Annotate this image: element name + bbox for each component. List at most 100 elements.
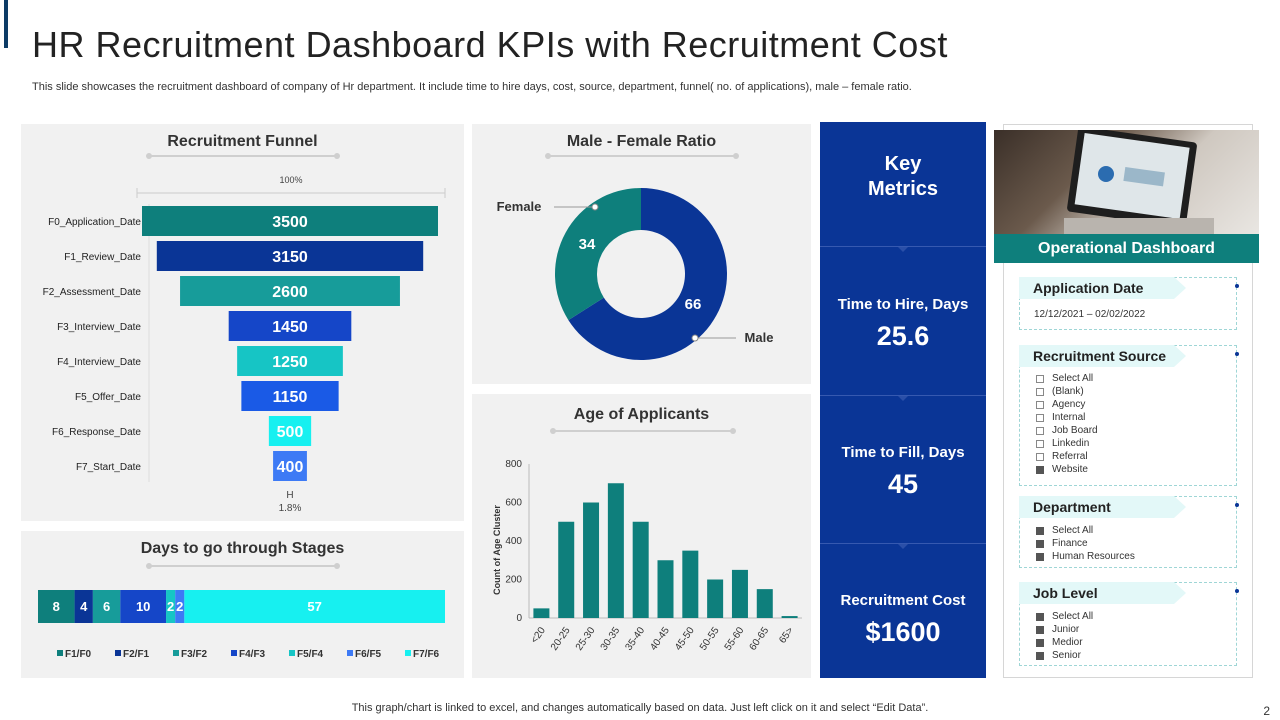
- funnel-bar[interactable]: [156, 241, 424, 271]
- stage-segment-value: 10: [136, 599, 150, 614]
- checkbox-icon[interactable]: [1036, 387, 1044, 396]
- stage-segment-value: 2: [167, 599, 174, 614]
- recruitment-source-option[interactable]: Website: [1036, 463, 1098, 476]
- checkbox-icon[interactable]: [1036, 539, 1044, 548]
- recruitment-source-option[interactable]: Agency: [1036, 398, 1098, 411]
- recruitment-source-option[interactable]: Referral: [1036, 450, 1098, 463]
- age-bar[interactable]: [632, 521, 649, 618]
- recruitment-source-option[interactable]: Select All: [1036, 372, 1098, 385]
- days-stages-title: Days to go through Stages: [140, 540, 345, 557]
- department-option[interactable]: Finance: [1036, 537, 1135, 550]
- metrics-divider: [820, 246, 986, 247]
- application-date-range[interactable]: 12/12/2021 – 02/02/2022: [1034, 309, 1146, 320]
- laptop-illustration: [1064, 130, 1214, 234]
- recruitment-source-option[interactable]: (Blank): [1036, 385, 1098, 398]
- checkbox-icon[interactable]: [1036, 426, 1044, 435]
- funnel-bar[interactable]: [180, 276, 400, 306]
- funnel-stage-label: F5_Offer_Date: [75, 392, 141, 403]
- recruitment-source-slicer[interactable]: Recruitment Source Select All (Blank) Agen…: [1019, 345, 1239, 486]
- metrics-notch: [898, 544, 908, 549]
- department-slicer[interactable]: Department Select All Finance Human Resour…: [1019, 496, 1239, 568]
- gender-ratio-panel: Male - Female Ratio 34 66 Female Male: [472, 124, 811, 384]
- funnel-bar[interactable]: [228, 311, 352, 341]
- funnel-bar[interactable]: [268, 416, 312, 446]
- age-y-tick: 800: [505, 459, 522, 470]
- age-bar[interactable]: [781, 616, 798, 618]
- age-bar-chart[interactable]: Count of Age Cluster 0 200 400 600 800 <20 20…: [472, 394, 811, 678]
- metrics-divider: [820, 395, 986, 396]
- department-option[interactable]: Select All: [1036, 524, 1135, 537]
- checkbox-icon[interactable]: [1036, 413, 1044, 422]
- age-bar[interactable]: [756, 589, 773, 618]
- age-bar[interactable]: [682, 550, 699, 618]
- checkbox-icon[interactable]: [1036, 400, 1044, 409]
- funnel-chart[interactable]: 100% 3500 F0_Application_Date 3150 F1_Revie…: [21, 124, 464, 521]
- stage-legend-label: F3/F2: [181, 649, 208, 660]
- stage-segment[interactable]: [38, 590, 75, 623]
- age-y-tick: 0: [516, 613, 522, 624]
- funnel-bar-value: 3150: [272, 249, 308, 266]
- checkbox-icon[interactable]: [1036, 552, 1044, 561]
- funnel-title-decoration: [146, 153, 340, 159]
- funnel-bar[interactable]: [142, 206, 438, 236]
- stage-legend-label: F1/F0: [65, 649, 92, 660]
- checkbox-icon[interactable]: [1036, 651, 1044, 660]
- job-level-option[interactable]: Select All: [1036, 610, 1093, 623]
- age-applicants-panel: Age of Applicants Count of Age Cluster 0…: [472, 394, 811, 678]
- job-level-slicer[interactable]: Job Level Select All Junior Medior Senior: [1019, 582, 1239, 666]
- checkbox-icon[interactable]: [1036, 374, 1044, 383]
- gender-donut-chart[interactable]: 34 66 Female Male: [472, 124, 811, 384]
- recruitment-source-option-label: Internal: [1052, 412, 1086, 423]
- funnel-stage-label: F1_Review_Date: [64, 252, 141, 263]
- funnel-bar[interactable]: [241, 381, 339, 411]
- age-bar[interactable]: [583, 502, 600, 619]
- checkbox-icon[interactable]: [1036, 638, 1044, 647]
- job-level-option-label: Medior: [1052, 637, 1083, 648]
- age-x-tick: 25-30: [574, 625, 598, 653]
- donut-slice-female[interactable]: [555, 188, 641, 321]
- age-bar[interactable]: [607, 483, 624, 618]
- stage-segment[interactable]: [175, 590, 185, 623]
- checkbox-icon[interactable]: [1036, 612, 1044, 621]
- stage-segment[interactable]: [184, 590, 445, 623]
- funnel-bar[interactable]: [273, 451, 307, 481]
- stage-segment[interactable]: [92, 590, 121, 623]
- age-y-tick: 400: [505, 536, 522, 547]
- days-stages-chart[interactable]: 8 4 6 10 2 2 57 F1/F0 F2/F1 F3/F2 F4/F3 F5/F4 F6/F5…: [21, 531, 464, 678]
- age-bar[interactable]: [657, 560, 674, 618]
- application-date-slicer[interactable]: Application Date 12/12/2021 – 02/02/2022: [1019, 277, 1239, 330]
- job-level-option-label: Select All: [1052, 611, 1094, 622]
- stage-segment[interactable]: [74, 590, 93, 623]
- slicer-dot: [1235, 284, 1239, 288]
- funnel-stage-label: F6_Response_Date: [52, 427, 141, 438]
- age-bar[interactable]: [558, 521, 575, 618]
- funnel-bar-value: 2600: [272, 284, 308, 301]
- stage-segment-value: 4: [80, 599, 88, 614]
- checkbox-icon[interactable]: [1036, 526, 1044, 535]
- checkbox-icon[interactable]: [1036, 439, 1044, 448]
- age-bar[interactable]: [533, 608, 550, 618]
- department-option[interactable]: Human Resources: [1036, 550, 1135, 563]
- job-level-option[interactable]: Junior: [1036, 623, 1093, 636]
- stage-legend-swatch: [173, 650, 179, 656]
- checkbox-icon[interactable]: [1036, 465, 1044, 474]
- job-level-option[interactable]: Senior: [1036, 649, 1093, 662]
- metric-recruitment-cost-value: $1600: [865, 617, 941, 647]
- stage-legend-swatch: [57, 650, 63, 656]
- donut-slice-male[interactable]: [568, 188, 727, 360]
- stage-segment[interactable]: [166, 590, 176, 623]
- stage-segment[interactable]: [120, 590, 167, 623]
- recruitment-source-option[interactable]: Internal: [1036, 411, 1098, 424]
- age-bar[interactable]: [731, 569, 748, 618]
- funnel-bar[interactable]: [237, 346, 343, 376]
- checkbox-icon[interactable]: [1036, 625, 1044, 634]
- metric-recruitment-cost-label: Recruitment Cost: [840, 592, 966, 609]
- recruitment-source-option[interactable]: Job Board: [1036, 424, 1098, 437]
- checkbox-icon[interactable]: [1036, 452, 1044, 461]
- recruitment-source-option-label: Select All: [1052, 373, 1094, 384]
- metric-time-to-fill-label: Time to Fill, Days: [841, 444, 965, 461]
- job-level-option[interactable]: Medior: [1036, 636, 1093, 649]
- age-bar[interactable]: [707, 579, 724, 619]
- age-y-tick: 600: [505, 498, 522, 509]
- recruitment-source-option[interactable]: Linkedin: [1036, 437, 1098, 450]
